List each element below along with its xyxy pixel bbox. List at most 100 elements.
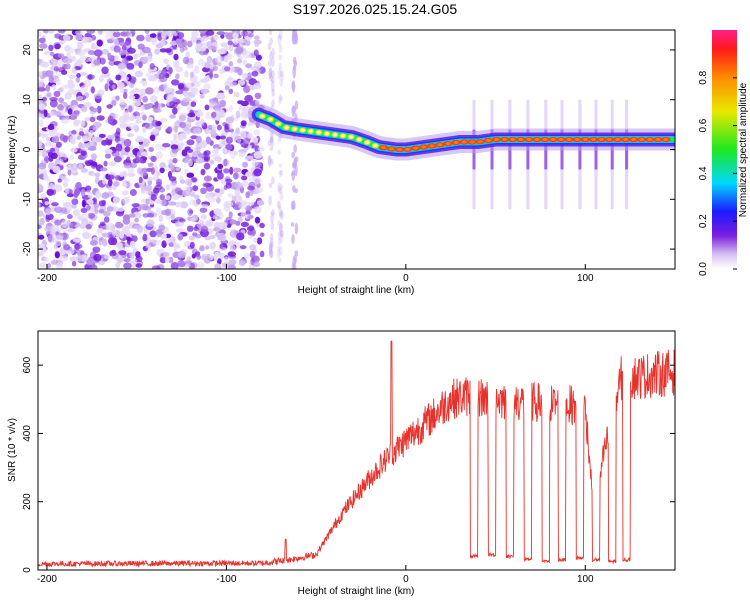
noise-blob (115, 175, 120, 181)
noise-streak (294, 100, 299, 110)
noise-blob (63, 181, 69, 188)
noise-blob (123, 138, 132, 147)
noise-blob (126, 62, 135, 70)
noise-blob (39, 262, 48, 268)
noise-blob (39, 217, 45, 226)
noise-blob (106, 104, 113, 109)
noise-blob (118, 50, 126, 56)
noise-streak (277, 219, 281, 226)
noise-blob (242, 161, 249, 168)
noise-blob (89, 206, 95, 214)
noise-streak (291, 172, 295, 176)
noise-blob (253, 168, 262, 177)
noise-blob (204, 104, 210, 111)
ridge-peak-core (582, 138, 588, 141)
noise-blob (184, 169, 189, 175)
noise-blob (251, 70, 259, 77)
spectrogram-x-tick-label: 0 (403, 273, 409, 284)
noise-blob (195, 121, 203, 127)
noise-streak (294, 156, 299, 163)
noise-blob (128, 213, 136, 218)
noise-blob (227, 40, 233, 46)
noise-blob (214, 188, 222, 193)
noise-blob (92, 126, 99, 131)
noise-blob (94, 172, 101, 177)
noise-blob (72, 238, 82, 243)
noise-blob (89, 116, 96, 123)
noise-blob (156, 178, 163, 186)
noise-blob (167, 170, 173, 179)
spectrogram-y-tick-label: 10 (22, 94, 33, 106)
noise-blob (49, 99, 58, 108)
ridge-peak-core (380, 146, 386, 150)
noise-blob (117, 62, 127, 70)
ridge-peak-core (615, 138, 621, 141)
noise-blob (146, 176, 154, 182)
noise-blob (236, 232, 245, 241)
noise-blob (204, 175, 212, 182)
noise-blob (87, 141, 95, 146)
noise-blob (259, 250, 265, 258)
noise-blob (178, 114, 187, 122)
ridge-peak-core (663, 138, 669, 141)
noise-blob (247, 230, 254, 236)
noise-blob (184, 130, 191, 136)
noise-streak (278, 257, 282, 263)
noise-blob (173, 32, 178, 37)
noise-blob (184, 70, 189, 78)
noise-blob (172, 107, 178, 115)
noise-blob (191, 68, 200, 74)
noise-blob (46, 92, 52, 98)
ridge-peak-core (373, 144, 378, 148)
noise-blob (65, 63, 71, 70)
noise-blob (203, 83, 211, 90)
noise-blob (38, 162, 47, 170)
noise-blob (182, 189, 191, 197)
noise-blob (175, 166, 181, 172)
noise-blob (54, 43, 61, 50)
noise-blob (238, 216, 243, 221)
noise-blob (253, 49, 259, 57)
noise-blob (242, 50, 252, 59)
noise-blob (131, 203, 140, 208)
noise-blob (204, 62, 211, 69)
noise-blob (172, 157, 178, 164)
noise-blob (228, 211, 233, 219)
noise-streak (267, 140, 272, 147)
noise-blob (200, 204, 209, 209)
noise-blob (253, 255, 260, 262)
noise-streak (268, 30, 273, 36)
ridge-peak-core (534, 138, 540, 141)
noise-blob (151, 265, 161, 269)
noise-blob (214, 103, 220, 112)
noise-streak (268, 243, 273, 256)
noise-blob (45, 84, 51, 92)
noise-streak (278, 54, 283, 61)
ridge-peak-core (526, 138, 532, 141)
noise-blob (54, 251, 60, 259)
noise-streak (277, 182, 282, 193)
noise-blob (205, 245, 210, 250)
noise-blob (106, 204, 115, 213)
ridge-peak-core (405, 147, 411, 151)
noise-blob (60, 207, 68, 214)
noise-blob (171, 79, 180, 86)
noise-blob (101, 192, 110, 199)
noise-blob (65, 189, 70, 195)
noise-blob (51, 202, 59, 207)
ridge-peak-core (558, 138, 564, 141)
noise-blob (154, 198, 161, 204)
noise-streak (293, 144, 297, 153)
noise-streak (271, 47, 275, 59)
ridge-peak-core (606, 138, 613, 141)
noise-blob (135, 157, 143, 163)
noise-blob (95, 190, 102, 199)
ridge-peak-core (647, 138, 653, 141)
noise-blob (149, 63, 155, 70)
noise-blob (115, 143, 123, 152)
noise-blob (113, 181, 120, 187)
noise-streak (267, 154, 272, 165)
noise-blob (159, 167, 165, 174)
noise-streak (278, 93, 282, 106)
noise-blob (98, 74, 104, 83)
